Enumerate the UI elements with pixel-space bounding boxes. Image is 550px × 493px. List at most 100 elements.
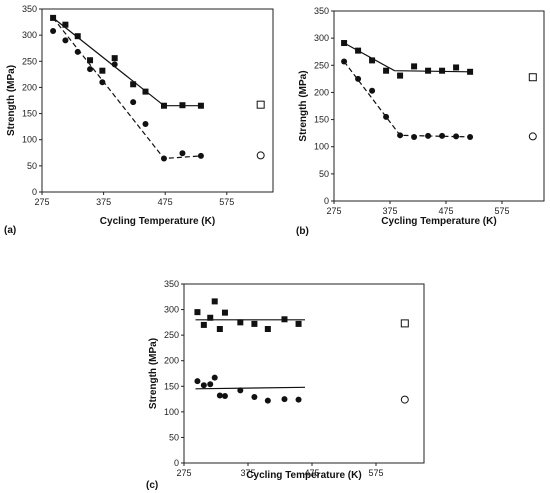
y-tick-label: 50 <box>169 432 179 442</box>
data-point-square <box>264 326 271 333</box>
data-point-circle <box>207 381 214 388</box>
chart-panel-2: 0 50 100 150 200 250 300 350 275 375 475 575Cycling… <box>296 6 545 237</box>
data-point-circle <box>216 392 223 399</box>
data-point-square <box>221 309 228 316</box>
plot-frame <box>183 283 425 464</box>
data-point-circle <box>211 374 218 381</box>
x-tick-label: 475 <box>304 468 319 478</box>
data-point-square <box>207 314 214 321</box>
data-point-square <box>341 40 348 47</box>
reference-point-open-circle <box>256 151 265 160</box>
data-point-square <box>425 67 432 74</box>
data-point-circle <box>281 396 288 403</box>
data-point-circle <box>341 58 348 65</box>
reference-point-open-square <box>400 319 409 328</box>
y-tick-label: 300 <box>22 30 37 40</box>
y-tick-label: 100 <box>314 142 329 152</box>
y-tick-label: 200 <box>164 356 179 366</box>
x-tick-label: 275 <box>326 206 341 216</box>
reference-point-open-circle <box>528 132 537 141</box>
y-tick-label: 0 <box>174 458 179 468</box>
data-point-square <box>467 68 474 75</box>
y-tick-label: 0 <box>32 187 37 197</box>
y-tick-label: 200 <box>314 87 329 97</box>
data-point-circle <box>160 155 167 162</box>
data-point-circle <box>264 397 271 404</box>
y-tick-label: 150 <box>164 381 179 391</box>
data-point-circle <box>369 87 376 94</box>
plot-frame <box>333 10 545 202</box>
data-point-circle <box>425 132 432 139</box>
data-point-circle <box>50 27 57 34</box>
x-tick-label: 375 <box>382 206 397 216</box>
plot-frame <box>41 8 274 193</box>
y-tick-label: 150 <box>22 109 37 119</box>
panel-label: (a) <box>4 225 16 236</box>
data-point-square <box>383 67 390 74</box>
data-point-circle <box>99 79 106 86</box>
data-point-circle <box>397 132 404 139</box>
y-tick-label: 50 <box>27 161 37 171</box>
data-point-square <box>295 320 302 327</box>
data-point-circle <box>237 387 244 394</box>
data-point-circle <box>130 99 137 106</box>
data-point-square <box>216 326 223 333</box>
dashed-fit-line <box>343 61 471 138</box>
data-point-square <box>130 81 137 88</box>
data-point-square <box>194 309 201 316</box>
x-tick-label: 475 <box>158 197 173 207</box>
y-tick-label: 150 <box>314 115 329 125</box>
data-point-circle <box>142 121 149 128</box>
y-tick-label: 250 <box>314 60 329 70</box>
panel-label: (b) <box>296 226 309 237</box>
data-point-square <box>251 320 258 327</box>
x-tick-label: 375 <box>240 468 255 478</box>
x-tick-label: 275 <box>176 468 191 478</box>
data-point-square <box>281 316 288 323</box>
data-point-square <box>62 21 69 28</box>
data-point-square <box>74 33 81 40</box>
y-axis-label: Strength (MPa) <box>298 70 309 141</box>
data-point-circle <box>453 133 460 140</box>
y-tick-label: 200 <box>22 82 37 92</box>
data-point-circle <box>194 378 201 385</box>
data-point-square <box>197 102 204 109</box>
data-point-square <box>50 14 57 21</box>
x-tick-label: 575 <box>494 206 509 216</box>
data-point-circle <box>197 152 204 159</box>
data-point-circle <box>411 133 418 140</box>
data-point-circle <box>111 61 118 68</box>
y-tick-label: 50 <box>319 169 329 179</box>
x-axis-label: Cycling Temperature (K) <box>100 216 215 227</box>
data-point-circle <box>200 382 207 389</box>
data-point-circle <box>467 133 474 140</box>
data-point-circle <box>383 113 390 120</box>
data-point-square <box>369 57 376 64</box>
data-point-square <box>211 298 218 305</box>
solid-fit-line <box>52 17 201 107</box>
data-point-circle <box>87 66 94 73</box>
y-tick-label: 300 <box>164 305 179 315</box>
reference-point-open-square <box>528 73 537 82</box>
x-tick-label: 375 <box>96 197 111 207</box>
data-point-circle <box>295 396 302 403</box>
data-point-circle <box>179 150 186 157</box>
y-tick-label: 100 <box>164 407 179 417</box>
data-point-square <box>397 72 404 79</box>
data-point-circle <box>62 37 69 44</box>
data-point-circle <box>74 48 81 55</box>
panel-label: (c) <box>146 480 158 491</box>
data-point-square <box>355 47 362 54</box>
x-tick-label: 475 <box>438 206 453 216</box>
y-tick-label: 250 <box>164 330 179 340</box>
data-point-square <box>179 102 186 109</box>
y-tick-label: 0 <box>324 196 329 206</box>
reference-point-open-square <box>256 100 265 109</box>
data-point-circle <box>251 394 258 401</box>
y-tick-label: 300 <box>314 33 329 43</box>
y-tick-label: 100 <box>22 135 37 145</box>
y-tick-label: 350 <box>22 4 37 14</box>
chart-panel-1: 0 50 100 150 200 250 300 350 275 375 475 575 Cycling… <box>4 4 274 236</box>
chart-panel-3: 0 50 100 150 200 250 300 350 275 375 475 575 Cycling… <box>146 279 425 491</box>
